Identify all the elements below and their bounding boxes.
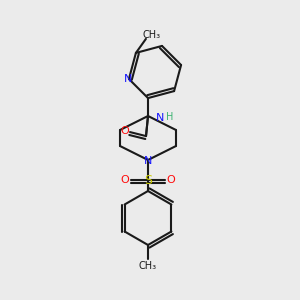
Text: N: N — [124, 74, 132, 84]
Text: CH₃: CH₃ — [139, 261, 157, 271]
Text: CH₃: CH₃ — [143, 30, 161, 40]
Text: O: O — [167, 175, 176, 185]
Text: O: O — [121, 126, 129, 136]
Text: S: S — [144, 173, 152, 187]
Text: O: O — [121, 175, 129, 185]
Text: N: N — [144, 156, 152, 166]
Text: H: H — [166, 112, 174, 122]
Text: N: N — [156, 113, 164, 123]
